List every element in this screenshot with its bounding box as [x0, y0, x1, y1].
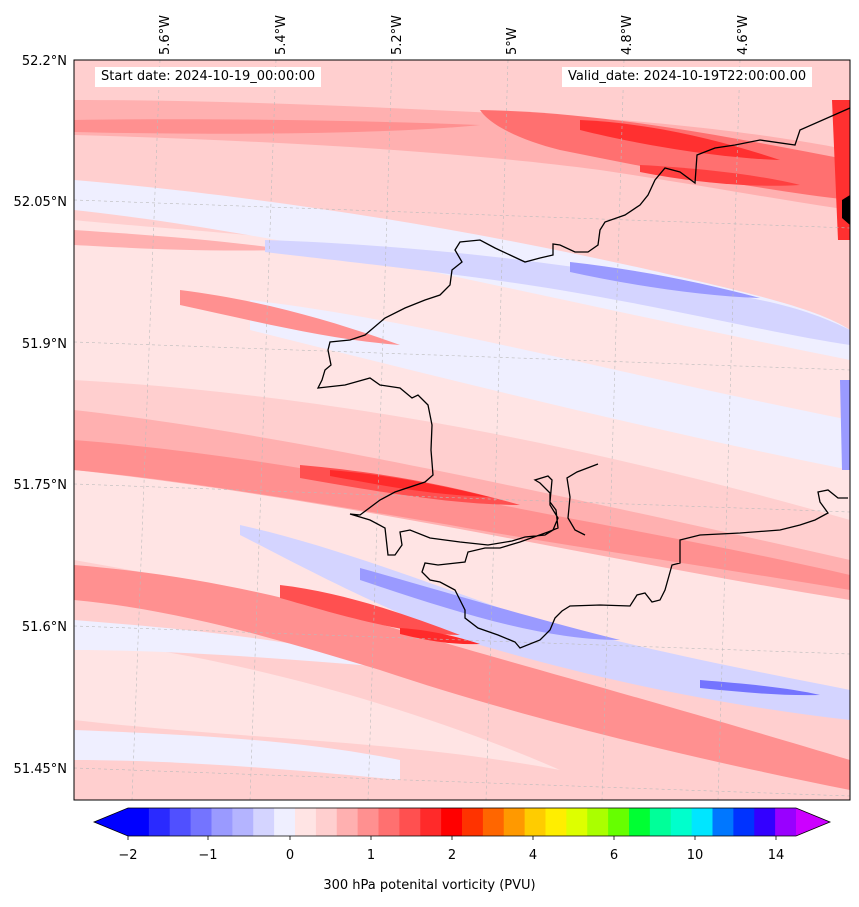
coastline-east-islet	[842, 195, 850, 225]
map-area	[74, 60, 850, 800]
colorbar-tick-label: −1	[198, 848, 217, 863]
coastline	[316, 107, 850, 649]
colorbar-segment	[315, 808, 338, 836]
colorbar-tick-label: 6	[610, 848, 618, 863]
colorbar-under-arrow	[94, 808, 128, 836]
pv-band-core	[330, 470, 490, 497]
colorbar-segment	[775, 808, 797, 836]
pv-band-core	[640, 165, 800, 186]
lat-label: 51.6°N	[22, 620, 67, 635]
colorbar	[92, 807, 832, 840]
colorbar-segment	[295, 808, 317, 836]
colorbar-segment	[503, 808, 526, 836]
colorbar-segment	[733, 808, 755, 836]
colorbar-segment	[691, 808, 714, 836]
pv-band-strong	[74, 565, 850, 790]
colorbar-tick-label: 0	[286, 848, 294, 863]
colorbar-tick-label: 10	[687, 848, 704, 863]
start-date-label: Start date: 2024-10-19_00:00:00	[95, 67, 322, 87]
map-frame	[73, 59, 851, 801]
pv-band-blue-strong	[700, 680, 820, 696]
lat-label: 51.9°N	[22, 337, 67, 352]
pv-field-contours	[74, 60, 850, 800]
colorbar-over-arrow	[796, 808, 830, 836]
lon-label: 4.6°W	[736, 15, 751, 55]
colorbar-segment	[712, 808, 734, 836]
colorbar-segment	[128, 808, 150, 836]
colorbar-segment	[378, 808, 400, 836]
pv-band-medium	[74, 230, 290, 251]
colorbar-segment	[754, 808, 776, 836]
lat-label: 51.75°N	[14, 478, 67, 493]
colorbar-segment	[399, 808, 421, 836]
colorbar-tick-label: −2	[118, 848, 137, 863]
colorbar-segment	[148, 808, 171, 836]
lon-label: 5°W	[505, 27, 520, 55]
colorbar-segment	[587, 808, 609, 836]
pv-band-pale	[74, 730, 400, 780]
lon-label: 5.6°W	[158, 15, 173, 55]
colorbar-segment	[482, 808, 505, 836]
pv-band-pale	[74, 620, 420, 670]
lat-label: 51.45°N	[14, 762, 67, 777]
pv-edge-strip	[840, 380, 850, 470]
pv-band-blue	[265, 240, 850, 345]
lon-labels: 5.6°W 5.4°W 5.2°W 5°W 4.8°W 4.6°W	[158, 15, 751, 55]
colorbar-segment	[566, 808, 588, 836]
lon-label: 5.2°W	[390, 15, 405, 55]
pv-band-strong	[74, 440, 850, 590]
colorbar-segment	[670, 808, 693, 836]
colorbar-segment	[545, 808, 567, 836]
lat-label: 52.2°N	[22, 54, 67, 69]
colorbar-segment	[336, 808, 359, 836]
valid-date-label: Valid_date: 2024-10-19T22:00:00.00	[562, 67, 813, 87]
lat-label: 52.05°N	[14, 195, 67, 210]
colorbar-segment	[211, 808, 233, 836]
colorbar-segment	[274, 808, 296, 836]
colorbar-segment	[629, 808, 651, 836]
pv-band-pale	[250, 300, 850, 470]
colorbar-tick-label: 4	[529, 848, 537, 863]
colorbar-segment	[169, 808, 192, 836]
colorbar-segment	[253, 808, 275, 836]
pv-band-strong	[74, 119, 480, 134]
colorbar-segment	[524, 808, 547, 836]
colorbar-tick-label: 1	[367, 848, 375, 863]
colorbar-ticks: −2 −1 0 1 2 4 6 10 14	[118, 848, 784, 863]
colorbar-segment	[190, 808, 213, 836]
colorbar-segment	[649, 808, 672, 836]
colorbar-segment	[232, 808, 254, 836]
colorbar-segment	[420, 808, 442, 836]
lon-label: 4.8°W	[620, 15, 635, 55]
pv-band-core	[280, 585, 460, 635]
colorbar-segment	[357, 808, 380, 836]
pv-band-core	[580, 120, 780, 160]
colorbar-tick-label: 14	[768, 848, 785, 863]
colorbar-tick-label: 2	[448, 848, 456, 863]
lat-labels: 52.2°N 52.05°N 51.9°N 51.75°N 51.6°N 51.…	[14, 54, 67, 777]
colorbar-segment	[608, 808, 630, 836]
lon-label: 5.4°W	[274, 15, 289, 55]
pv-band-strong	[180, 290, 400, 345]
colorbar-segment	[462, 808, 484, 836]
colorbar-title: 300 hPa potenital vorticity (PVU)	[323, 878, 536, 893]
colorbar-segment	[441, 808, 463, 836]
